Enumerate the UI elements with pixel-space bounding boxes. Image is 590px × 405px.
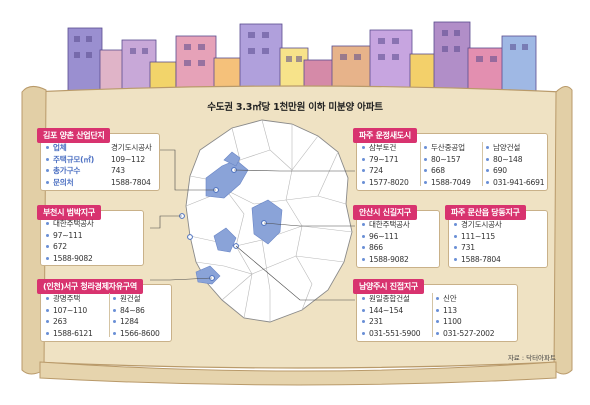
list-item: 1100 [436, 316, 494, 328]
list-item: 79~171 [362, 154, 409, 166]
seoul-metro-map [150, 119, 355, 323]
paju-munsan-rows: 경기도시공사 111~115 731 1588-7804 [454, 219, 502, 265]
gimpo-row-size: 주택규모(㎡) 109~112 [46, 154, 152, 166]
incheon-col1: 광명주택 107~110 263 1588-6121 [46, 293, 93, 339]
gimpo-row-contact: 문의처 1588-7804 [46, 177, 152, 189]
list-item: 경기도시공사 [454, 219, 502, 231]
incheon-info-box: (인천)서구 청라경제자유구역 광명주택 107~110 263 1588-61… [37, 279, 172, 342]
list-item: 97~111 [46, 230, 94, 242]
list-item: 96~111 [362, 231, 410, 243]
namyangju-info-box: 남양주시 진접지구 원일종합건설 144~154 231 031-551-590… [353, 279, 518, 342]
page-title: 수도권 3.3㎡당 1천만원 이하 미분양 아파트 [207, 102, 383, 113]
list-item: 731 [454, 242, 502, 254]
list-item: 724 [362, 165, 409, 177]
list-item: 1588-6121 [46, 328, 93, 340]
list-item: 668 [424, 165, 471, 177]
list-item: 111~115 [454, 231, 502, 243]
ansan-header: 안산시 신길지구 [353, 205, 417, 220]
ansan-info-box: 안산시 신길지구 대한주택공사 96~111 866 1588-9082 [353, 205, 440, 268]
gimpo-row-company: 업체 경기도시공사 [46, 142, 152, 154]
bucheon-header: 부천시 범박지구 [37, 205, 101, 220]
divider [432, 293, 433, 337]
list-item: 남양건설 [486, 142, 544, 154]
list-item: 263 [46, 316, 93, 328]
list-item: 삼부토건 [362, 142, 409, 154]
paju-unjeong-col1: 삼부토건 79~171 724 1577-8020 [362, 142, 409, 188]
list-item: 80~157 [424, 154, 471, 166]
list-item: 107~110 [46, 305, 93, 317]
list-item: 031-551-5900 [362, 328, 421, 340]
list-item: 두산중공업 [424, 142, 471, 154]
list-item: 1588-7049 [424, 177, 471, 189]
list-item: 690 [486, 165, 544, 177]
bucheon-rows: 대한주택공사 97~111 672 1588-9082 [46, 218, 94, 264]
list-item: 1588-7804 [454, 254, 502, 266]
namyangju-col1: 원일종합건설 144~154 231 031-551-5900 [362, 293, 421, 340]
paju-munsan-info-box: 파주 문산읍 당동지구 경기도시공사 111~115 731 1588-7804 [445, 205, 548, 268]
list-item: 대한주택공사 [46, 218, 94, 230]
list-item: 231 [362, 316, 420, 328]
list-item: 80~148 [486, 154, 544, 166]
divider [109, 293, 110, 337]
paju-unjeong-col2: 두산중공업 80~157 668 1588-7049 [424, 142, 471, 188]
list-item: 원건설 [113, 293, 160, 305]
namyangju-col2: 신안 113 1100 031-527-2002 [436, 293, 495, 340]
gimpo-rows: 업체 경기도시공사 주택규모(㎡) 109~112 총가구수 743 문의처 1588-… [46, 142, 152, 188]
list-item: 031-941-6691 [486, 177, 545, 189]
list-item: 113 [436, 305, 494, 317]
list-item: 광명주택 [46, 293, 93, 305]
bucheon-info-box: 부천시 범박지구 대한주택공사 97~111 672 1588-9082 [37, 205, 144, 266]
gimpo-info-box: 김포 양촌 산업단지 업체 경기도시공사 주택규모(㎡) 109~112 총가구수 7… [37, 128, 160, 191]
list-item: 031-527-2002 [436, 328, 495, 340]
buildings-illustration [67, 21, 537, 97]
list-item: 144~154 [362, 305, 420, 317]
paju-unjeong-col3: 남양건설 80~148 690 031-941-6691 [486, 142, 545, 189]
leader-lines [150, 149, 355, 301]
list-item: 신안 [436, 293, 494, 305]
list-item: 84~86 [113, 305, 160, 317]
namyangju-header: 남양주시 진접지구 [353, 279, 424, 294]
paju-munsan-header: 파주 문산읍 당동지구 [445, 205, 526, 220]
list-item: 1588-9082 [362, 254, 410, 266]
list-item: 1284 [113, 316, 160, 328]
source-credit: 자료 : 닥터아파트 [507, 354, 556, 362]
list-item: 866 [362, 242, 410, 254]
list-item: 대한주택공사 [362, 219, 410, 231]
list-item: 1577-8020 [362, 177, 409, 189]
gimpo-header: 김포 양촌 산업단지 [37, 128, 111, 143]
list-item: 1566-8600 [113, 328, 160, 340]
incheon-header: (인천)서구 청라경제자유구역 [37, 279, 143, 294]
gimpo-row-households: 총가구수 743 [46, 165, 152, 177]
paju-unjeong-header: 파주 운정새도시 [353, 128, 417, 143]
incheon-col2: 원건설 84~86 1284 1566-8600 [113, 293, 160, 339]
paju-unjeong-info-box: 파주 운정새도시 삼부토건 79~171 724 1577-8020 두산중공업… [353, 128, 548, 191]
list-item: 원일종합건설 [362, 293, 420, 305]
list-item: 672 [46, 241, 94, 253]
list-item: 1588-9082 [46, 253, 94, 265]
divider [420, 142, 421, 186]
ansan-rows: 대한주택공사 96~111 866 1588-9082 [362, 219, 410, 265]
divider [482, 142, 483, 186]
